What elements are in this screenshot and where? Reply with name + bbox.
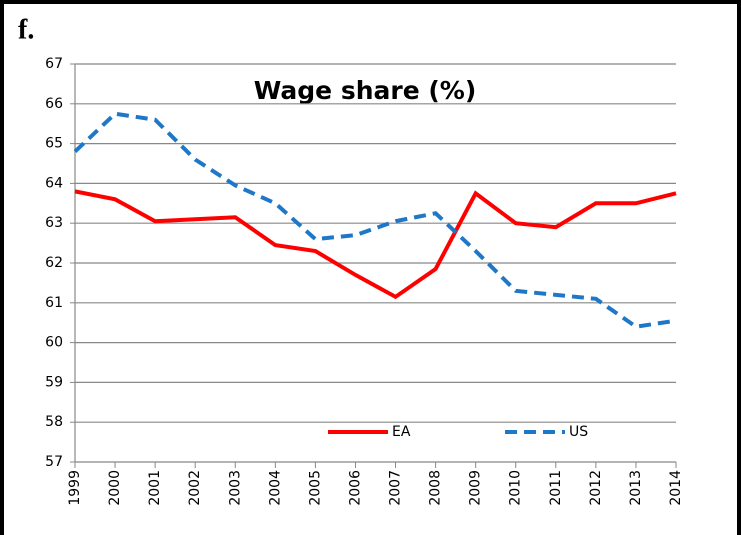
y-tick-label: 63 [45, 215, 63, 231]
legend-label: EA [392, 424, 411, 440]
x-tick-label: 1999 [67, 470, 83, 506]
panel-label: f. [18, 14, 34, 45]
x-tick-label: 2014 [668, 470, 684, 506]
x-tick-label: 2009 [468, 470, 484, 506]
y-tick-label: 57 [45, 454, 63, 470]
x-tick-label: 2012 [588, 470, 604, 506]
x-tick-label: 2006 [347, 470, 363, 506]
data-line [74, 189, 677, 300]
x-tick-label: 2007 [388, 470, 404, 506]
x-tick-label: 2002 [187, 470, 203, 506]
x-tick-label: 2008 [428, 470, 444, 506]
y-tick-label: 67 [45, 56, 63, 72]
y-tick-label: 65 [45, 136, 63, 152]
y-tick-label: 64 [45, 175, 63, 191]
y-tick-label: 62 [45, 255, 63, 271]
x-tick-label: 2004 [267, 470, 283, 506]
y-tick-label: 61 [45, 295, 63, 311]
y-tick-label: 66 [45, 96, 63, 112]
x-tick-label: 2013 [628, 470, 644, 506]
x-tick-label: 2003 [227, 470, 243, 506]
y-tick-label: 59 [45, 374, 63, 390]
x-tick-label: 2001 [147, 470, 163, 506]
legend-label: US [569, 424, 588, 440]
x-tick-label: 2010 [508, 470, 524, 506]
x-tick-label: 2000 [107, 470, 123, 506]
data-line [73, 111, 677, 329]
y-tick-label: 58 [45, 414, 63, 430]
y-tick-label: 60 [45, 335, 63, 351]
x-tick-label: 2011 [548, 470, 564, 506]
chart-title: Wage share (%) [254, 76, 477, 105]
x-tick-label: 2005 [307, 470, 323, 506]
